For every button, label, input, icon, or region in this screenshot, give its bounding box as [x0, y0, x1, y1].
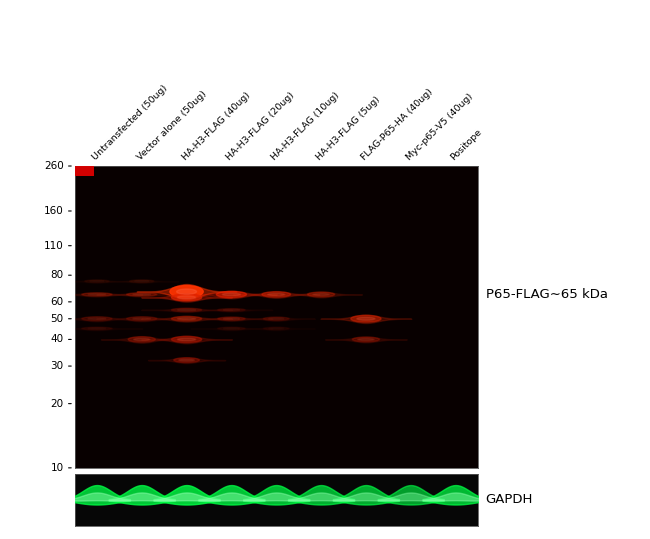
Ellipse shape [223, 309, 240, 310]
Text: Positope: Positope [449, 127, 484, 162]
Ellipse shape [218, 327, 245, 330]
Ellipse shape [133, 318, 151, 320]
Text: P65-FLAG∼65 kDa: P65-FLAG∼65 kDa [486, 288, 608, 301]
Text: GAPDH: GAPDH [486, 493, 533, 507]
Text: 30: 30 [51, 361, 64, 371]
Ellipse shape [170, 286, 203, 298]
Text: FLAG-P65-HA (40ug): FLAG-P65-HA (40ug) [359, 87, 434, 162]
Ellipse shape [82, 327, 112, 330]
Ellipse shape [263, 317, 289, 321]
Text: 160: 160 [44, 206, 64, 216]
Ellipse shape [177, 309, 196, 310]
Text: Vector alone (50ug): Vector alone (50ug) [135, 89, 208, 162]
Ellipse shape [127, 317, 157, 321]
Text: HA-H3-FLAG (40ug): HA-H3-FLAG (40ug) [180, 90, 252, 162]
Text: 60: 60 [51, 297, 64, 307]
Text: 110: 110 [44, 241, 64, 251]
Ellipse shape [263, 327, 289, 330]
Ellipse shape [268, 293, 285, 295]
Ellipse shape [129, 280, 154, 282]
Ellipse shape [172, 308, 202, 312]
Ellipse shape [177, 296, 196, 299]
Text: HA-H3-FLAG (10ug): HA-H3-FLAG (10ug) [270, 90, 341, 162]
Ellipse shape [177, 289, 196, 294]
Ellipse shape [88, 318, 106, 320]
Ellipse shape [223, 318, 240, 320]
Ellipse shape [82, 293, 112, 296]
Ellipse shape [179, 359, 194, 361]
Ellipse shape [357, 317, 375, 320]
Text: HA-H3-FLAG (20ug): HA-H3-FLAG (20ug) [225, 90, 296, 162]
Text: 260: 260 [44, 161, 64, 171]
Ellipse shape [177, 338, 196, 341]
Ellipse shape [216, 292, 246, 298]
Ellipse shape [218, 308, 245, 311]
Ellipse shape [262, 292, 291, 297]
Text: 20: 20 [51, 399, 64, 409]
Ellipse shape [172, 316, 202, 321]
Text: 80: 80 [51, 270, 64, 280]
Text: 40: 40 [51, 334, 64, 344]
Ellipse shape [82, 317, 112, 321]
Text: 10: 10 [51, 463, 64, 473]
Text: Myc-p65-V5 (40ug): Myc-p65-V5 (40ug) [404, 92, 474, 162]
Text: Untransfected (50ug): Untransfected (50ug) [90, 83, 169, 162]
Ellipse shape [307, 292, 335, 297]
Text: HA-H3-FLAG (5ug): HA-H3-FLAG (5ug) [315, 94, 382, 162]
Ellipse shape [84, 280, 109, 282]
Bar [75, 156, 94, 176]
Ellipse shape [172, 336, 202, 342]
Ellipse shape [128, 337, 155, 342]
Ellipse shape [174, 358, 200, 362]
Ellipse shape [88, 294, 106, 295]
Ellipse shape [177, 317, 196, 320]
Ellipse shape [218, 317, 245, 321]
Ellipse shape [172, 294, 202, 301]
Ellipse shape [134, 338, 150, 341]
Ellipse shape [133, 294, 151, 295]
Ellipse shape [351, 315, 381, 322]
Ellipse shape [313, 293, 330, 295]
Ellipse shape [358, 338, 374, 341]
Ellipse shape [268, 318, 284, 320]
Ellipse shape [352, 337, 380, 342]
Ellipse shape [222, 293, 240, 296]
Text: 50: 50 [51, 314, 64, 324]
Ellipse shape [127, 293, 157, 296]
